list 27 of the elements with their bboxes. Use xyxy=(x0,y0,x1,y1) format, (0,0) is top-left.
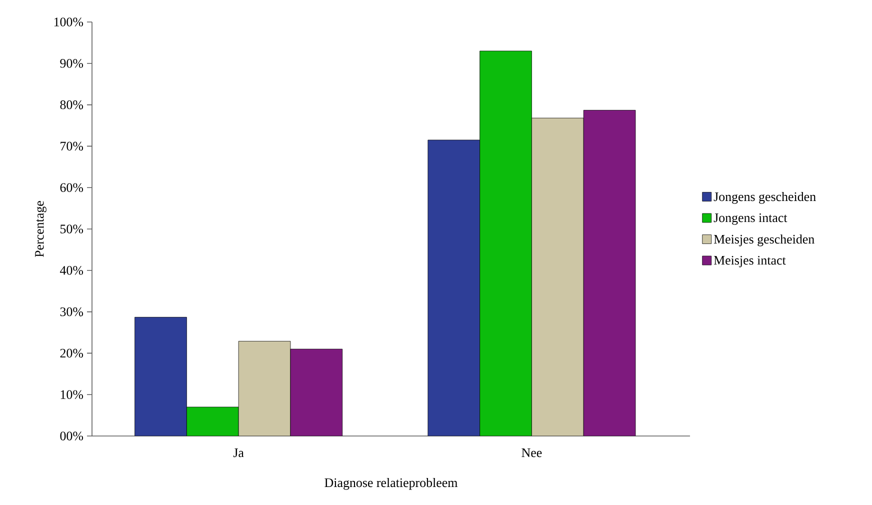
y-tick-label: 20% xyxy=(60,348,84,358)
y-tick-label: 10% xyxy=(60,390,84,399)
y-tick-label: 80% xyxy=(60,100,84,110)
bar xyxy=(428,140,480,436)
bar xyxy=(186,406,239,436)
bar xyxy=(290,348,343,436)
bar xyxy=(532,118,584,436)
y-tick-label: 30% xyxy=(60,307,84,316)
x-tick-label: Nee xyxy=(522,448,542,458)
y-tick-label: 50% xyxy=(60,224,84,234)
bar xyxy=(583,110,636,436)
y-tick-label: 60% xyxy=(60,183,84,192)
y-tick-label: 100% xyxy=(54,18,84,26)
bar xyxy=(480,50,532,436)
x-tick-label: Ja xyxy=(233,448,244,458)
legend-label: Meisjes gescheiden xyxy=(714,234,814,246)
legend-label: Jongens gescheiden xyxy=(714,192,816,204)
bar xyxy=(238,340,291,436)
y-tick-label: 70% xyxy=(60,142,84,151)
x-axis-title: Diagnose relatieprobleem xyxy=(324,478,458,490)
y-tick-label: 00% xyxy=(60,432,84,440)
y-tick-label: 90% xyxy=(60,59,84,68)
legend-label: Meisjes intact xyxy=(714,256,786,268)
y-axis-title: Percentage xyxy=(35,201,46,258)
legend-label: Jongens intact xyxy=(714,213,788,225)
y-tick-label: 40% xyxy=(60,266,84,275)
bar xyxy=(134,316,187,436)
